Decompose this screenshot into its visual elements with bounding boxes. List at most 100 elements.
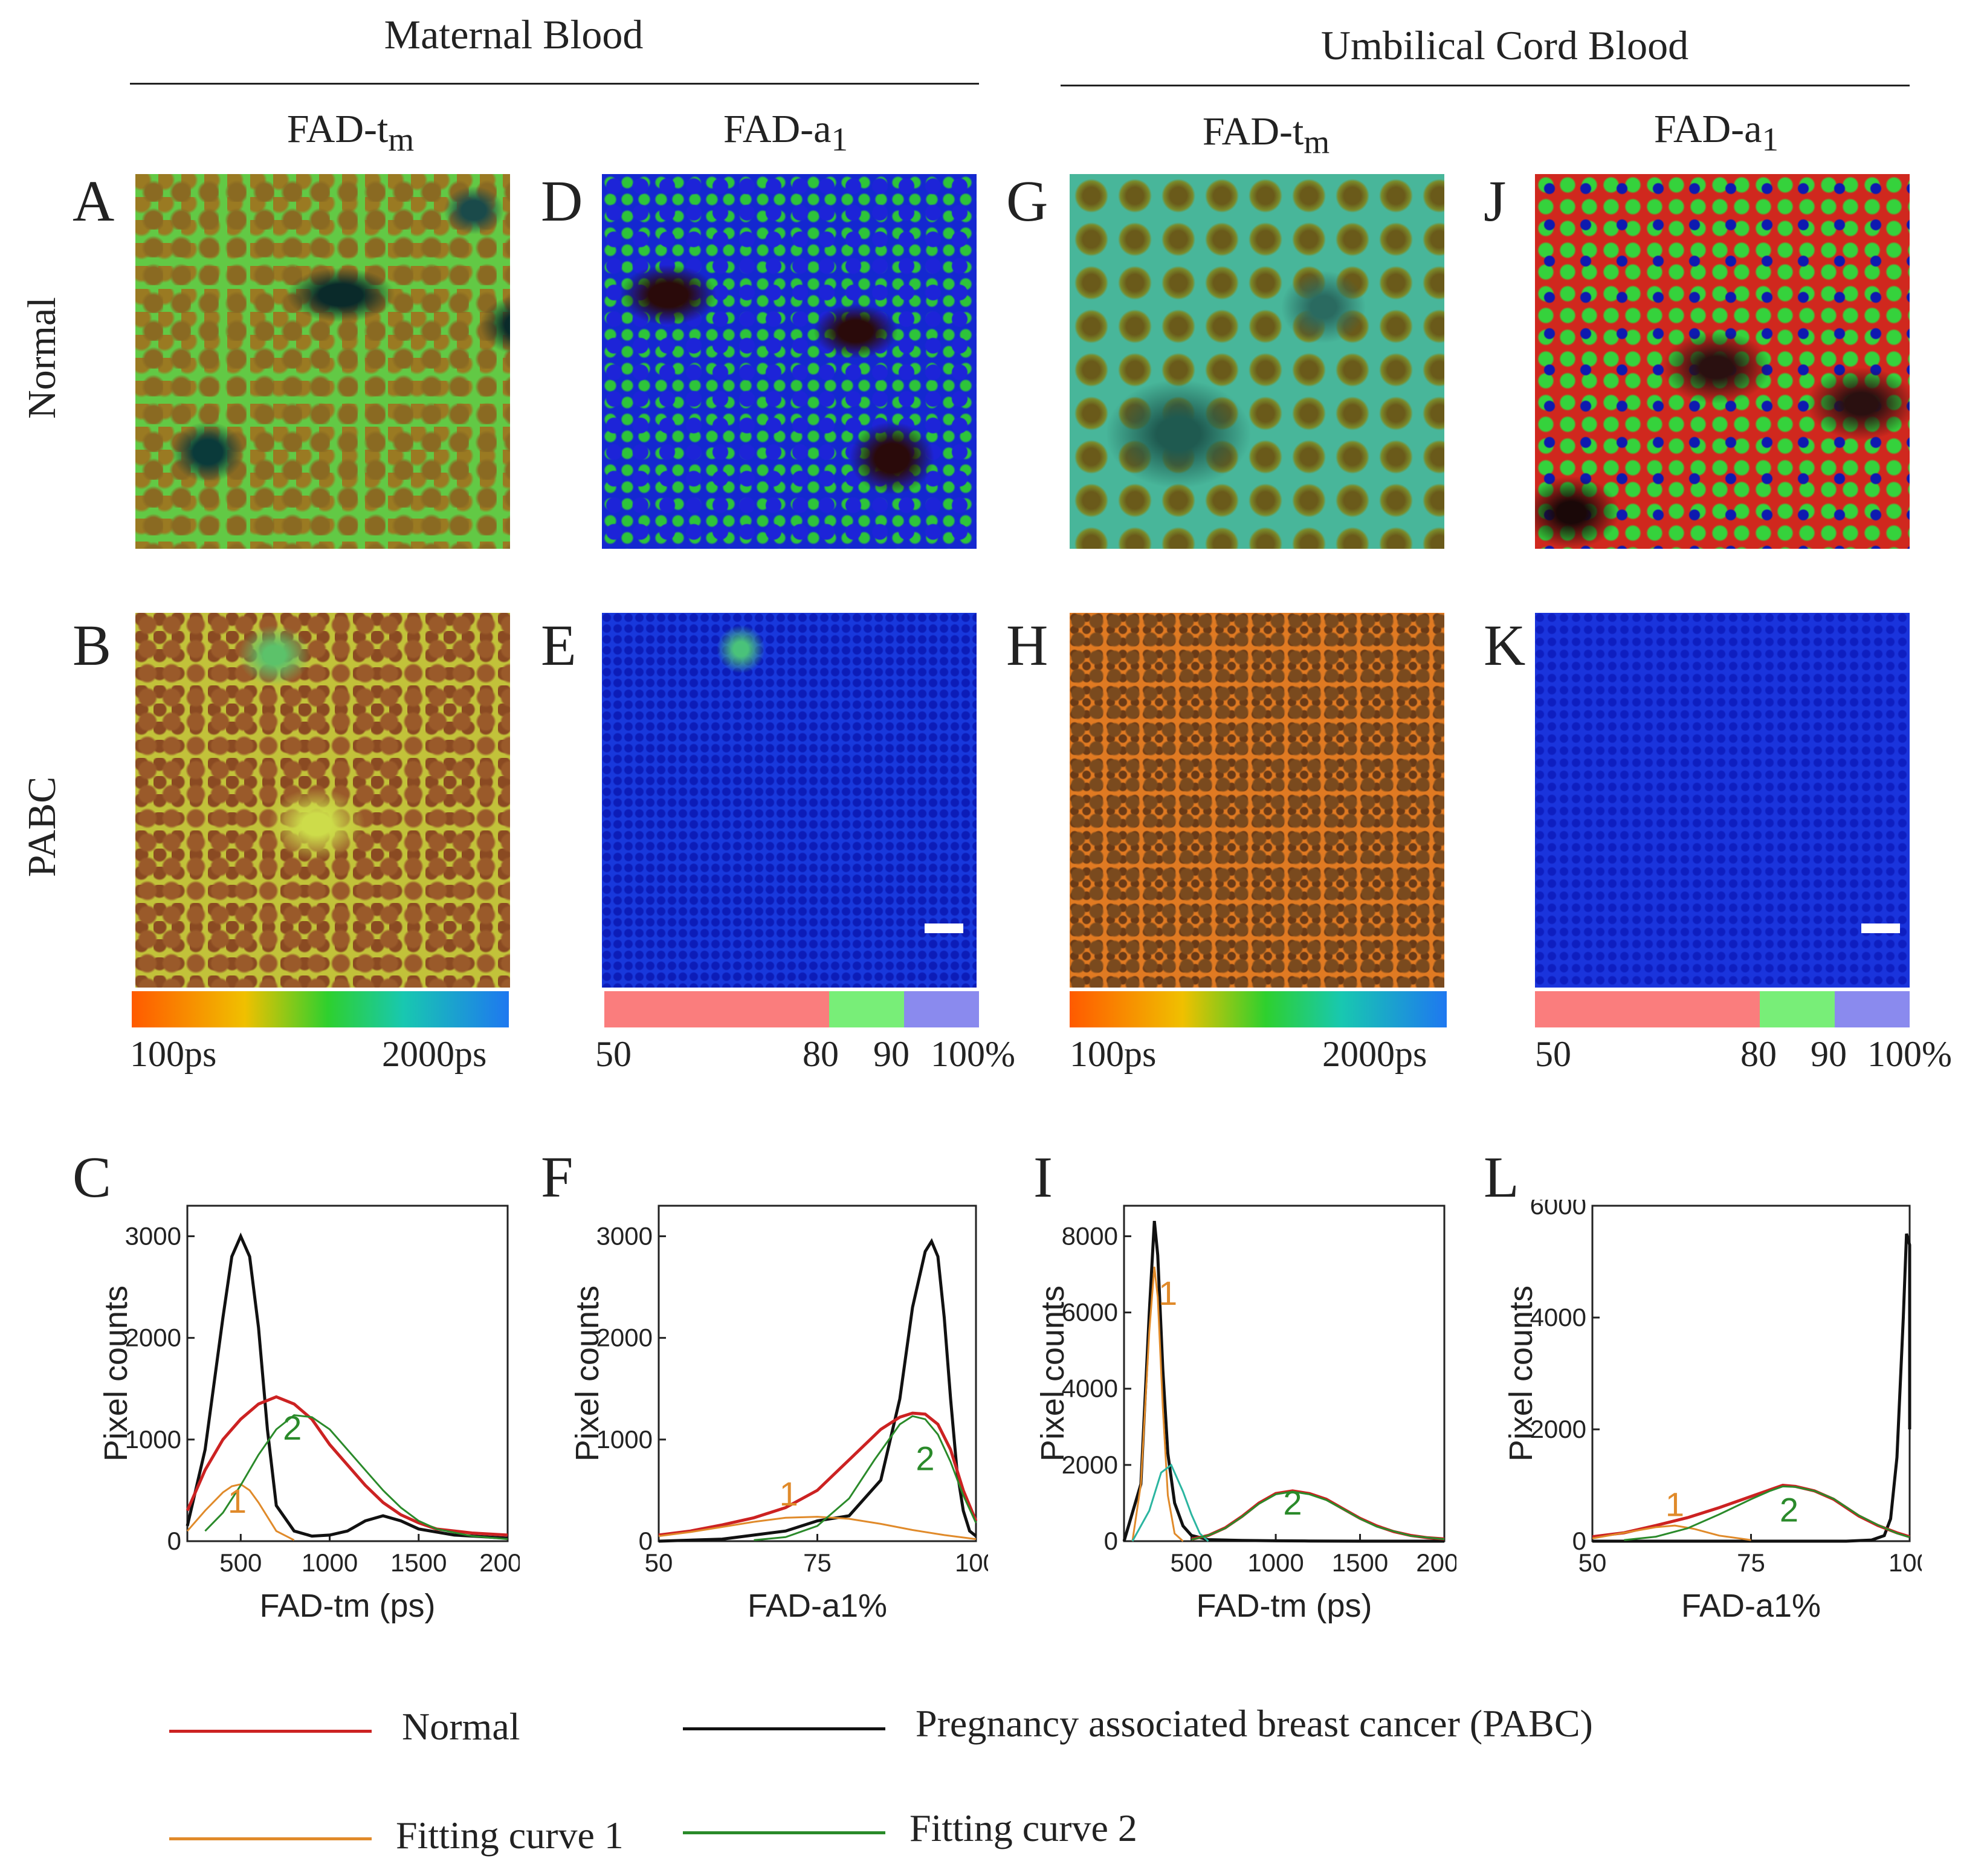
chart-L-svg: 50 75 100 0 2000 4000 6000 FAD-a1% Pixel counts 1… — [1503, 1191, 1931, 1624]
x-tick-label: 500 — [219, 1548, 262, 1577]
x-tick-label: 1000 — [302, 1548, 358, 1577]
curve-annotation-2: 2 — [1283, 1484, 1302, 1522]
image-e-maternal-pabc-a1 — [602, 613, 977, 988]
y-axis-label: Pixel counts — [569, 1286, 606, 1461]
colorbar-tm-umbilical — [1070, 991, 1447, 1027]
x-tick-label: 500 — [1171, 1548, 1213, 1577]
y-tick-label: 6000 — [1062, 1298, 1118, 1327]
panel-letter-i: I — [1033, 1145, 1053, 1209]
colorbar-label-50-umbilical: 50 — [1535, 1034, 1571, 1074]
y-tick-label: 0 — [639, 1527, 653, 1555]
panel-letter-l: L — [1484, 1145, 1519, 1209]
series-pabc-line — [1122, 1220, 1444, 1543]
chart-I-svg: 500 1000 1500 2000 0 2000 4000 6000 8000 FAD-tm (… — [1035, 1205, 1473, 1624]
colorbar-label-90-maternal: 90 — [873, 1034, 909, 1074]
y-tick-label: 2000 — [1530, 1415, 1586, 1443]
series-normal-line — [658, 1411, 978, 1537]
plot-i: 500 1000 1500 2000 0 2000 4000 6000 8000 FAD-tm (… — [1033, 1200, 1473, 1635]
x-tick-label: 50 — [645, 1548, 673, 1577]
image-b-maternal-pabc-tm — [135, 613, 510, 988]
image-g-umbilical-normal-tm — [1070, 174, 1444, 549]
legend-label-pabc: Pregnancy associated breast cancer (PABC… — [916, 1702, 1593, 1745]
maternal-blood-rule — [130, 83, 979, 85]
y-tick-label: 4000 — [1530, 1303, 1586, 1331]
panel-letter-g: G — [1006, 169, 1048, 233]
col-header-fad-a1-umbilical: FAD-a1 — [1654, 107, 1779, 158]
colorbar-tm-maternal — [132, 991, 509, 1027]
x-tick-label: 1500 — [390, 1548, 447, 1577]
series-fit2-line — [204, 1414, 508, 1541]
series-fit1-line — [1131, 1266, 1184, 1542]
series-normal-line — [1191, 1489, 1445, 1541]
y-tick-label: 3000 — [125, 1221, 181, 1250]
colorbar-label-min-tm-maternal: 100ps — [130, 1034, 217, 1074]
colorbar-label-min-tm-umbilical: 100ps — [1070, 1034, 1157, 1074]
y-tick-label: 2000 — [1062, 1451, 1118, 1479]
panel-letter-b: B — [73, 613, 112, 678]
series-pabc-line — [658, 1238, 977, 1543]
y-tick-label: 4000 — [1062, 1374, 1118, 1403]
series-fit2-line — [1191, 1490, 1445, 1541]
x-tick-label: 50 — [1578, 1548, 1607, 1577]
y-tick-label: 0 — [1104, 1527, 1118, 1555]
panel-letter-f: F — [541, 1145, 573, 1209]
row-label-normal: Normal — [20, 297, 64, 419]
panel-letter-d: D — [541, 169, 583, 233]
image-h-umbilical-pabc-tm — [1070, 613, 1444, 988]
panel-letter-k: K — [1484, 613, 1526, 678]
colorbar-label-100-umbilical: 100% — [1867, 1034, 1952, 1074]
curve-annotation-1: 1 — [780, 1475, 798, 1513]
legend-label-fit2: Fitting curve 2 — [909, 1806, 1137, 1849]
x-tick-label: 100 — [955, 1548, 988, 1577]
y-axis-label: Pixel counts — [98, 1286, 134, 1461]
y-tick-label: 0 — [167, 1527, 181, 1555]
colorbar-label-50-maternal: 50 — [595, 1034, 632, 1074]
panel-letter-h: H — [1006, 613, 1048, 678]
chart-C-frame — [186, 1205, 509, 1542]
col-header-fad-tm-umbilical: FAD-tm — [1202, 109, 1330, 161]
image-k-umbilical-pabc-a1 — [1535, 613, 1910, 988]
legend-line-fit1 — [169, 1837, 372, 1840]
y-tick-label: 0 — [1572, 1527, 1586, 1555]
colorbar-label-80-umbilical: 80 — [1740, 1034, 1777, 1074]
x-tick-label: 75 — [1737, 1548, 1765, 1577]
panel-letter-a: A — [73, 169, 115, 233]
row-label-pabc: PABC — [20, 776, 64, 878]
legend-line-pabc — [683, 1727, 885, 1730]
series-fit1-line — [1592, 1524, 1751, 1541]
colorbar-label-max-tm-maternal: 2000ps — [382, 1034, 487, 1074]
series-normal-line — [1592, 1483, 1910, 1539]
chart-F-svg: 50751000100020003000FAD-a1%Pixel counts1… — [569, 1205, 997, 1624]
y-tick-label: 1000 — [596, 1425, 653, 1454]
series-pabc-line — [1592, 1233, 1911, 1543]
x-axis-label: FAD-a1% — [1681, 1588, 1821, 1624]
series-fit2_light-line — [1131, 1463, 1209, 1542]
colorbar-a1-maternal — [604, 991, 979, 1027]
scale-bar-e — [925, 923, 963, 933]
chart-C-svg: 500 1000 1500 2000 0 1000 2000 3000 FAD-tm (ps) P… — [98, 1205, 536, 1624]
x-tick-label: 2000 — [479, 1548, 520, 1577]
colorbar-label-max-tm-umbilical: 2000ps — [1322, 1034, 1427, 1074]
y-tick-label: 8000 — [1062, 1221, 1118, 1250]
curve-annotation-2: 2 — [916, 1439, 934, 1477]
x-tick-label: 1000 — [1247, 1548, 1304, 1577]
y-tick-label: 2000 — [596, 1324, 653, 1352]
image-d-maternal-normal-a1 — [602, 174, 977, 549]
series-fit2-line — [754, 1415, 977, 1541]
legend-label-fit1: Fitting curve 1 — [396, 1814, 624, 1857]
y-axis-label: Pixel counts — [1035, 1286, 1071, 1461]
colorbar-label-80-maternal: 80 — [803, 1034, 839, 1074]
series-normal-line — [186, 1395, 508, 1537]
y-tick-label: 6000 — [1530, 1200, 1586, 1220]
x-axis-label: FAD-tm (ps) — [1197, 1588, 1372, 1624]
curve-annotation-2: 2 — [1780, 1491, 1798, 1529]
umbilical-cord-rule — [1061, 85, 1910, 86]
x-tick-label: 100 — [1888, 1548, 1922, 1577]
image-a-maternal-normal-tm — [135, 174, 510, 549]
curve-annotation-1: 1 — [228, 1482, 247, 1520]
panel-letter-e: E — [541, 613, 577, 678]
maternal-blood-header: Maternal Blood — [384, 11, 644, 57]
image-j-umbilical-normal-a1 — [1535, 174, 1910, 549]
x-tick-label: 2000 — [1416, 1548, 1456, 1577]
y-tick-label: 2000 — [125, 1324, 181, 1352]
